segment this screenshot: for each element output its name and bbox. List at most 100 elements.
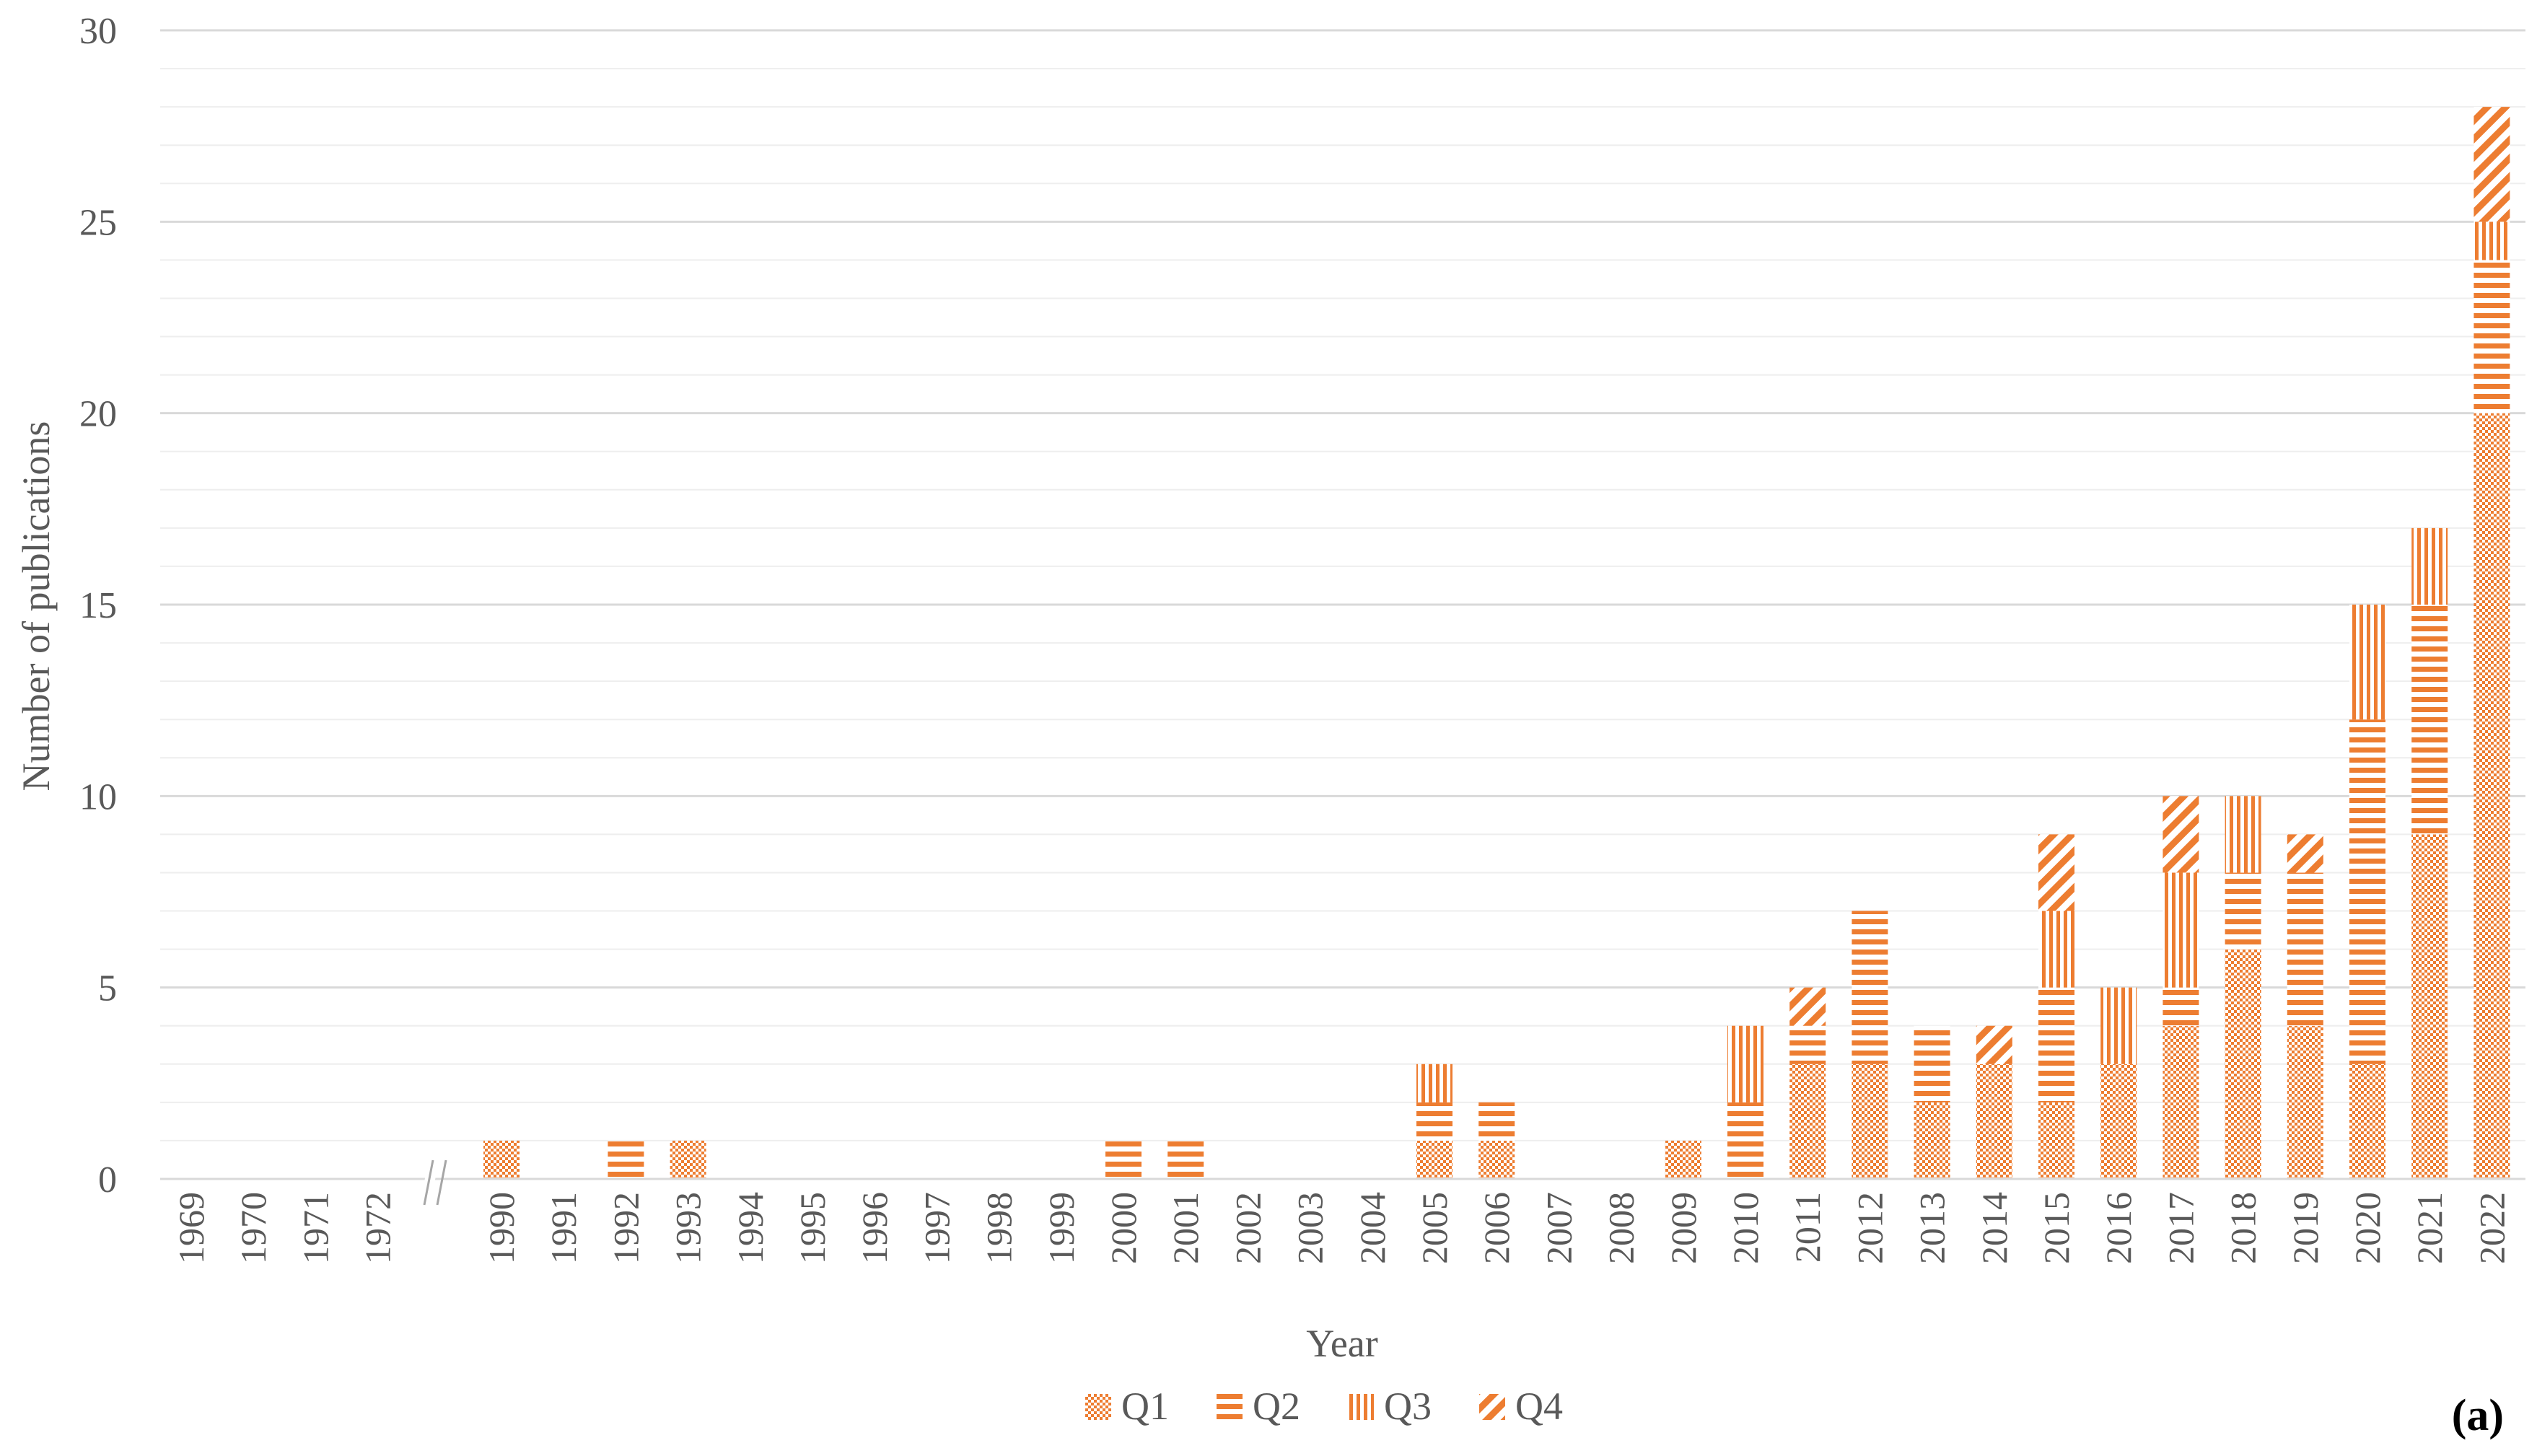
bar-segment-q1-2012 [1852, 1064, 1888, 1179]
bar-segment-q2-2022 [2474, 260, 2510, 413]
bar-segment-q1-2011 [1789, 1064, 1826, 1179]
bar-segment-q1-2006 [1478, 1140, 1515, 1179]
legend-swatch-q2 [1217, 1394, 1243, 1420]
x-tick-label: 2017 [2160, 1192, 2201, 1264]
x-tick-label: 2008 [1601, 1192, 1642, 1264]
bar-segment-q2-2012 [1852, 911, 1888, 1064]
y-axis-ticks: 0 5 10 15 20 25 30 [79, 11, 117, 1201]
x-tick-label: 2015 [2036, 1192, 2077, 1264]
bar-segment-q4-2022 [2474, 107, 2510, 222]
legend: Q1 Q2 Q3 Q4 [1085, 1385, 1563, 1428]
legend-swatch-q4 [1479, 1394, 1505, 1420]
y-tick-label: 30 [79, 11, 117, 52]
bar-segment-q3-2016 [2100, 987, 2137, 1064]
bar-segment-q3-2005 [1416, 1064, 1452, 1102]
bars [483, 107, 2510, 1179]
x-axis-title: Year [1306, 1322, 1378, 1365]
bar-segment-q2-1992 [608, 1140, 644, 1179]
bar-segment-q4-2015 [2038, 834, 2074, 911]
x-tick-label: 1994 [730, 1192, 771, 1264]
x-tick-label: 2020 [2347, 1192, 2388, 1264]
y-tick-label: 25 [79, 202, 117, 243]
bar-segment-q1-2013 [1914, 1102, 1950, 1179]
legend-label-q4: Q4 [1515, 1385, 1563, 1428]
bar-segment-q2-2013 [1914, 1025, 1950, 1102]
x-tick-label: 1999 [1041, 1192, 1082, 1264]
x-tick-label: 2001 [1165, 1192, 1206, 1264]
x-tick-label: 1997 [916, 1192, 957, 1264]
x-tick-label: 2018 [2223, 1192, 2264, 1264]
bar-segment-q1-2009 [1665, 1140, 1701, 1179]
y-tick-label: 0 [98, 1159, 117, 1201]
bar-segment-q3-2022 [2474, 222, 2510, 260]
x-tick-label: 1996 [854, 1192, 895, 1264]
x-tick-label: 2016 [2098, 1192, 2139, 1264]
x-tick-label: 2021 [2409, 1192, 2450, 1264]
legend-swatch-q1 [1085, 1394, 1111, 1420]
bar-segment-q3-2017 [2163, 872, 2199, 988]
x-tick-label: 2003 [1290, 1192, 1331, 1264]
x-tick-label: 1993 [668, 1192, 709, 1264]
x-tick-label: 2005 [1414, 1192, 1455, 1264]
bar-segment-q1-2021 [2411, 834, 2448, 1179]
x-tick-label: 2010 [1725, 1192, 1766, 1264]
x-tick-label: 2019 [2285, 1192, 2326, 1264]
bar-segment-q2-2005 [1416, 1102, 1452, 1141]
x-tick-label: 1970 [233, 1192, 273, 1264]
bar-segment-q2-2020 [2349, 719, 2385, 1064]
bar-segment-q1-2017 [2163, 1025, 2199, 1179]
x-tick-label: 2013 [1912, 1192, 1953, 1264]
bar-segment-q4-2011 [1789, 987, 1826, 1026]
bar-segment-q3-2020 [2349, 605, 2385, 720]
x-tick-label: 1995 [792, 1192, 833, 1264]
legend-label-q3: Q3 [1384, 1385, 1432, 1428]
bar-segment-q2-2010 [1727, 1102, 1763, 1179]
bar-segment-q2-2000 [1105, 1140, 1142, 1179]
bar-segment-q2-2018 [2225, 872, 2261, 950]
y-tick-label: 5 [98, 968, 117, 1009]
x-tick-label: 1990 [481, 1192, 522, 1264]
x-tick-label: 2011 [1787, 1192, 1828, 1263]
bar-segment-q2-2011 [1789, 1025, 1826, 1064]
bar-segment-q1-2005 [1416, 1140, 1452, 1179]
bar-segment-q1-2020 [2349, 1064, 2385, 1179]
bar-segment-q1-2015 [2038, 1102, 2074, 1179]
x-tick-label: 2006 [1476, 1192, 1517, 1264]
x-tick-label: 2022 [2471, 1192, 2512, 1264]
x-tick-label: 2004 [1352, 1192, 1393, 1264]
bar-segment-q3-2015 [2038, 911, 2074, 988]
legend-swatch-q3 [1348, 1394, 1374, 1420]
bar-segment-q2-2017 [2163, 987, 2199, 1026]
bar-segment-q4-2019 [2287, 834, 2323, 873]
x-tick-label: 2007 [1538, 1192, 1579, 1264]
bar-segment-q1-2018 [2225, 949, 2261, 1179]
legend-label-q2: Q2 [1253, 1385, 1300, 1428]
axis-break [419, 1152, 447, 1206]
y-tick-label: 10 [79, 776, 117, 817]
bar-segment-q2-2021 [2411, 605, 2448, 835]
x-tick-label: 1998 [979, 1192, 1020, 1264]
y-axis-title: Number of publications [14, 421, 58, 791]
bar-segment-q1-2022 [2474, 413, 2510, 1179]
bar-segment-q3-2018 [2225, 796, 2261, 873]
bar-segment-q1-1990 [483, 1140, 520, 1179]
x-tick-label: 1992 [605, 1192, 646, 1264]
bar-segment-q2-2019 [2287, 872, 2323, 1026]
bar-segment-q2-2006 [1478, 1102, 1515, 1141]
gridlines [160, 29, 2525, 1141]
y-tick-label: 15 [79, 585, 117, 626]
bar-segment-q2-2001 [1167, 1140, 1204, 1179]
bar-segment-q1-2014 [1976, 1064, 2012, 1179]
bar-segment-q3-2010 [1727, 1025, 1763, 1102]
x-tick-label: 1972 [358, 1192, 398, 1264]
x-tick-label: 2009 [1663, 1192, 1704, 1264]
y-tick-label: 20 [79, 394, 117, 435]
bar-segment-q1-2016 [2100, 1064, 2137, 1179]
bar-segment-q3-2021 [2411, 527, 2448, 605]
legend-label-q1: Q1 [1121, 1385, 1169, 1428]
bar-segment-q1-2019 [2287, 1025, 2323, 1179]
x-axis-ticks: 1969 1970 1971 1972 1990 1991 1992 1993 1994 1995… [171, 1192, 2512, 1264]
bar-segment-q2-2015 [2038, 987, 2074, 1102]
bar-segment-q4-2017 [2163, 796, 2199, 873]
